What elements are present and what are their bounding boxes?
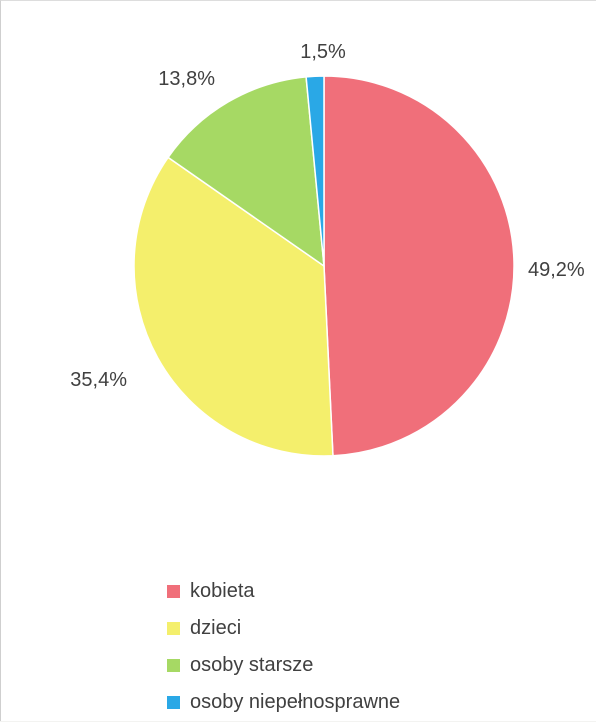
data-label-dzieci: 35,4% (70, 369, 127, 391)
legend-item-kobieta: kobieta (167, 573, 400, 610)
chart-legend: kobieta dzieci osoby starsze osoby niepe… (167, 573, 400, 721)
legend-label-osoby-niepelnosprawne: osoby niepełnosprawne (190, 691, 401, 713)
pie-slice-osoby-niepelnosprawne (305, 75, 325, 267)
legend-swatch-dzieci (167, 622, 180, 635)
legend-item-dzieci: dzieci (167, 610, 400, 647)
legend-label-dzieci: dzieci (190, 617, 242, 639)
legend-label-osoby-starsze: osoby starsze (190, 654, 314, 676)
data-label-osoby-starsze: 13,8% (158, 68, 215, 90)
legend-label-kobieta: kobieta (190, 580, 255, 602)
legend-item-osoby-niepelnosprawne: osoby niepełnosprawne (167, 684, 400, 721)
pie-slice-osoby-starsze (167, 76, 325, 268)
legend-swatch-kobieta (167, 585, 180, 598)
pie-slice-dzieci (133, 156, 334, 457)
data-label-kobieta: 49,2% (528, 259, 585, 281)
pie-slices (133, 75, 515, 457)
legend-swatch-osoby-starsze (167, 659, 180, 672)
data-label-osoby-niepelnosprawne: 1,5% (300, 41, 346, 63)
legend-item-osoby-starsze: osoby starsze (167, 647, 400, 684)
legend-swatch-osoby-niepelnosprawne (167, 696, 180, 709)
pie-slice-kobieta (323, 75, 515, 457)
pie-data-labels: 49,2% 35,4% 13,8% 1,5% (70, 41, 585, 391)
